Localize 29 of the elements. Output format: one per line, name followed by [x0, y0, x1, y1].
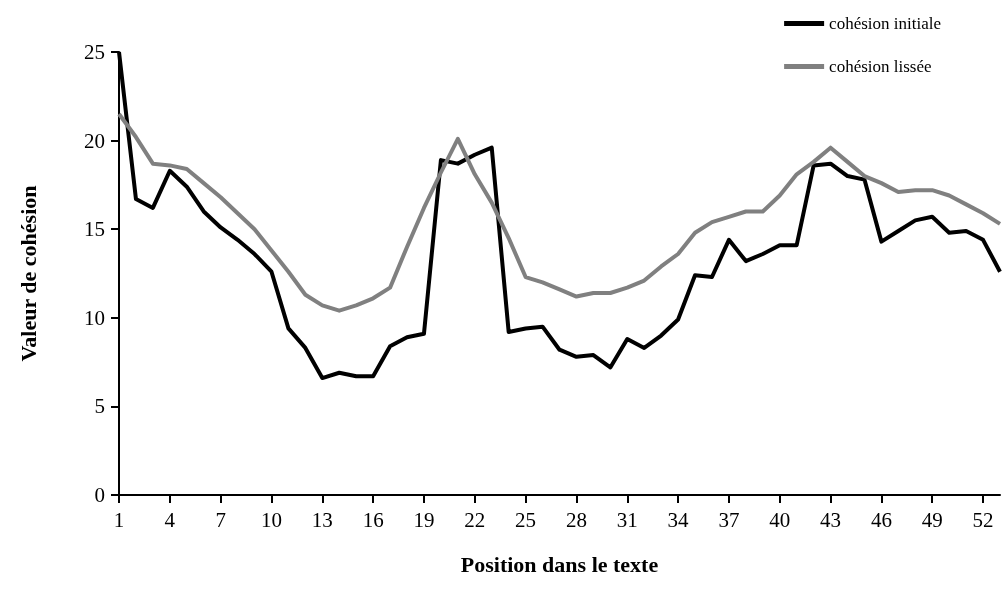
y-tick-label: 25: [84, 40, 105, 64]
y-tick-label: 20: [84, 128, 105, 153]
x-tick-label: 1: [113, 507, 125, 532]
legend-label: cohésion initiale: [829, 14, 941, 33]
x-tick-label: 22: [464, 507, 486, 532]
line-series: [117, 112, 1002, 313]
x-tick-label: 46: [870, 507, 892, 532]
x-tick-label: 43: [820, 507, 842, 532]
legend-label: cohésion lissée: [829, 57, 932, 76]
x-tick-label: 52: [972, 507, 994, 532]
y-tick-label: 5: [94, 394, 105, 419]
x-tick-label: 49: [921, 507, 943, 532]
x-tick-label: 16: [362, 507, 384, 532]
y-axis-title: Valeur de cohésion: [15, 185, 41, 362]
x-tick-label: 4: [164, 507, 176, 532]
x-tick-label: 40: [769, 507, 791, 532]
x-tick-label: 28: [565, 507, 587, 532]
x-tick-label: 7: [215, 507, 226, 532]
x-tick-label: 25: [515, 507, 537, 532]
x-tick-label: 13: [311, 507, 333, 532]
y-tick-label: 15: [84, 217, 105, 242]
x-tick-label: 37: [718, 507, 740, 532]
y-tick-label: 10: [84, 305, 105, 330]
x-axis-title: Position dans le texte: [460, 551, 659, 577]
x-tick-label: 19: [413, 507, 435, 532]
x-tick-label: 10: [260, 507, 282, 532]
y-tick-label: 0: [94, 483, 105, 507]
x-tick-label: 34: [667, 507, 690, 532]
x-tick-label: 31: [616, 507, 638, 532]
